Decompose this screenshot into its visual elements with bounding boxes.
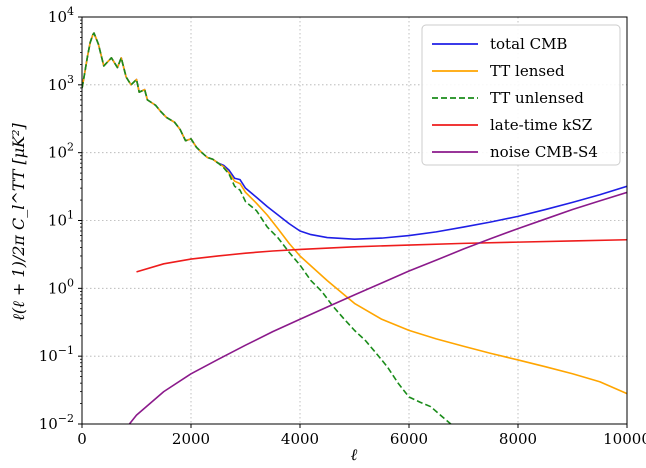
series-line-3 — [136, 238, 627, 273]
y-tick-exponent: −1 — [58, 344, 74, 357]
y-tick-exponent: 4 — [67, 5, 74, 18]
y-tick-base: 10 — [48, 279, 67, 297]
y-tick-base: 10 — [39, 415, 58, 433]
legend-label-1: TT lensed — [490, 62, 565, 80]
x-axis-label: ℓ — [351, 445, 358, 464]
y-tick-label: 10−1 — [39, 344, 74, 365]
y-tick-exponent: −2 — [58, 412, 74, 425]
x-tick-label: 2000 — [172, 430, 210, 448]
y-tick-label: 100 — [48, 276, 74, 297]
legend-label-3: late-time kSZ — [490, 116, 592, 134]
y-tick-base: 10 — [48, 8, 67, 26]
legend-box — [421, 24, 621, 166]
x-tick-label: 0 — [77, 430, 87, 448]
legend-label-0: total CMB — [490, 35, 567, 53]
ticks: 020004000600080001000010410310210110010−… — [39, 5, 646, 448]
series-line-2 — [82, 32, 453, 424]
y-tick-label: 101 — [48, 209, 74, 230]
x-tick-label: 6000 — [390, 430, 428, 448]
x-tick-label: 4000 — [281, 430, 319, 448]
series-line-4 — [128, 191, 627, 424]
legend-label-2: TT unlensed — [490, 89, 584, 107]
x-tick-label: 8000 — [499, 430, 537, 448]
y-tick-base: 10 — [39, 347, 58, 365]
x-tick-label: 10000 — [603, 430, 646, 448]
y-tick-base: 10 — [48, 76, 67, 94]
y-tick-exponent: 2 — [67, 141, 74, 154]
y-tick-label: 104 — [48, 5, 74, 26]
y-tick-base: 10 — [48, 212, 67, 230]
y-tick-label: 102 — [48, 141, 74, 162]
y-tick-exponent: 0 — [67, 276, 74, 289]
legend: total CMB TT lensed TT unlensed late-time k… — [421, 24, 621, 166]
y-axis-label: ℓ(ℓ + 1)/2π C_l^TT [μK²] — [9, 123, 28, 321]
y-tick-base: 10 — [48, 144, 67, 162]
y-tick-label: 103 — [48, 73, 74, 94]
y-tick-label: 10−2 — [39, 412, 74, 433]
series-layer — [82, 32, 627, 424]
y-tick-exponent: 3 — [67, 73, 74, 86]
legend-label-4: noise CMB-S4 — [490, 143, 598, 161]
y-tick-exponent: 1 — [67, 209, 74, 222]
